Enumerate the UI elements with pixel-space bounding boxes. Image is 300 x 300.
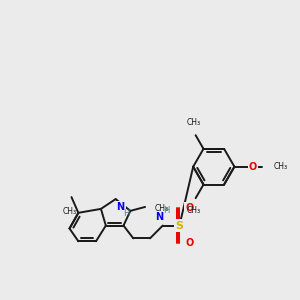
Text: H: H xyxy=(164,206,170,215)
Text: N: N xyxy=(116,202,124,212)
Text: O: O xyxy=(249,162,257,172)
Text: CH₃: CH₃ xyxy=(155,204,169,213)
Text: N: N xyxy=(155,212,163,222)
Text: O: O xyxy=(185,238,194,248)
Text: CH₃: CH₃ xyxy=(62,207,76,216)
Text: CH₃: CH₃ xyxy=(274,162,288,171)
Text: S: S xyxy=(176,220,183,231)
Text: H: H xyxy=(123,209,130,218)
Text: CH₃: CH₃ xyxy=(187,206,201,215)
Text: O: O xyxy=(185,203,194,213)
Text: CH₃: CH₃ xyxy=(187,118,201,127)
